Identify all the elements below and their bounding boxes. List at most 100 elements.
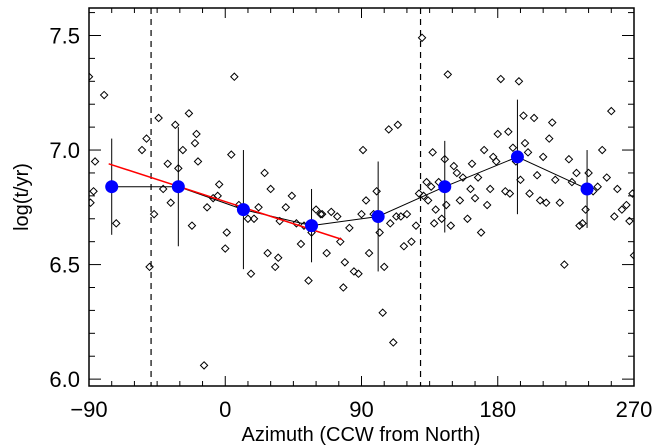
scatter-point xyxy=(467,159,477,169)
scatter-point xyxy=(154,113,163,123)
scatter-point xyxy=(428,148,437,157)
scatter-point xyxy=(519,111,528,120)
scatter-point xyxy=(417,33,427,43)
scatter-point xyxy=(504,127,513,137)
scatter-point xyxy=(260,168,269,178)
scatter-point xyxy=(575,221,584,230)
scatter-point xyxy=(520,138,530,148)
binned-line xyxy=(111,156,588,227)
scatter-point xyxy=(361,196,371,205)
scatter-point xyxy=(426,182,436,191)
scatter-point xyxy=(628,189,634,198)
scatter-point xyxy=(249,214,259,224)
y-tick-label: 7.5 xyxy=(49,23,80,48)
scatter-point xyxy=(538,152,548,162)
scatter-point xyxy=(220,244,230,253)
scatter-point xyxy=(466,184,475,194)
scatter-point xyxy=(163,159,173,169)
scatter-point xyxy=(99,90,109,100)
scatter-point xyxy=(339,283,348,292)
plot-area xyxy=(89,8,634,386)
binned-point xyxy=(371,209,385,223)
scatter-point xyxy=(358,145,368,155)
scatter-point xyxy=(335,237,345,246)
scatter-point xyxy=(479,145,489,155)
scatter-point xyxy=(357,209,366,219)
x-tick-label: 180 xyxy=(479,397,516,422)
x-tick-label: −90 xyxy=(70,397,107,422)
scatter-point xyxy=(455,196,465,205)
scatter-point xyxy=(199,361,209,370)
scatter-point xyxy=(443,70,453,79)
scatter-point xyxy=(158,184,168,194)
scatter-point xyxy=(137,145,147,155)
y-tick-label: 7.0 xyxy=(49,138,80,163)
scatter-point xyxy=(560,260,569,269)
scatter-point xyxy=(411,221,421,230)
scatter-point xyxy=(243,214,253,224)
scatter-point xyxy=(187,221,197,230)
scatter-point xyxy=(493,129,503,139)
scatter-point xyxy=(606,106,616,116)
scatter-point xyxy=(254,203,263,212)
scatter-point xyxy=(505,189,515,198)
x-tick-label: 270 xyxy=(616,397,653,422)
scatter-point xyxy=(304,276,313,285)
scatter-point xyxy=(270,262,280,272)
scatter-point xyxy=(273,253,283,263)
scatter-point xyxy=(431,205,440,214)
scatter-point xyxy=(544,134,554,143)
scatter-point xyxy=(496,74,506,84)
scatter-point xyxy=(149,209,159,219)
scatter-point xyxy=(516,175,525,185)
scatter-point xyxy=(354,269,363,279)
scatter-point xyxy=(142,134,151,143)
scatter-point xyxy=(402,209,412,219)
scatter-point xyxy=(222,228,232,237)
scatter-point xyxy=(508,143,518,153)
scatter-point xyxy=(178,145,188,155)
scatter-point xyxy=(385,219,395,228)
scatter-point xyxy=(523,148,533,157)
scatter-point xyxy=(547,118,557,127)
plot-contents xyxy=(89,8,634,386)
scatter-point xyxy=(322,248,331,258)
scatter-point xyxy=(572,168,581,178)
x-tick-label: 90 xyxy=(349,397,373,422)
scatter-point xyxy=(613,184,622,194)
y-axis-title: log(t/yr) xyxy=(11,163,33,231)
scatter-point xyxy=(190,138,200,148)
scatter-point xyxy=(578,219,587,228)
binned-point xyxy=(580,182,594,196)
scatter-point xyxy=(470,193,480,203)
scatter-point xyxy=(541,198,551,208)
scatter-point xyxy=(597,145,607,155)
scatter-point xyxy=(90,157,100,166)
scatter-point xyxy=(441,200,451,210)
scatter-point xyxy=(564,154,574,164)
scatter-point xyxy=(193,157,203,166)
scatter-point xyxy=(379,262,389,272)
scatter-point xyxy=(263,248,272,258)
scatter-point xyxy=(202,203,212,212)
scatter-point xyxy=(581,205,590,214)
scatter-point xyxy=(349,267,359,276)
scatter-point xyxy=(392,212,401,221)
scatter-point xyxy=(214,180,224,189)
scatter-point xyxy=(514,77,524,86)
scatter-point xyxy=(485,184,495,194)
scatter-point xyxy=(449,161,459,171)
scatter-point xyxy=(446,221,456,230)
scatter-point xyxy=(246,269,256,279)
scatter-point xyxy=(625,216,634,226)
scatter-point xyxy=(555,198,565,208)
scatter-point xyxy=(281,203,291,212)
scatter-point xyxy=(192,129,201,139)
scatter-point xyxy=(393,120,403,130)
scatter-point xyxy=(610,212,619,221)
scatter-point xyxy=(629,251,634,260)
scatter-point xyxy=(316,209,325,219)
scatter-point xyxy=(525,189,534,198)
scatter-point xyxy=(230,72,239,82)
